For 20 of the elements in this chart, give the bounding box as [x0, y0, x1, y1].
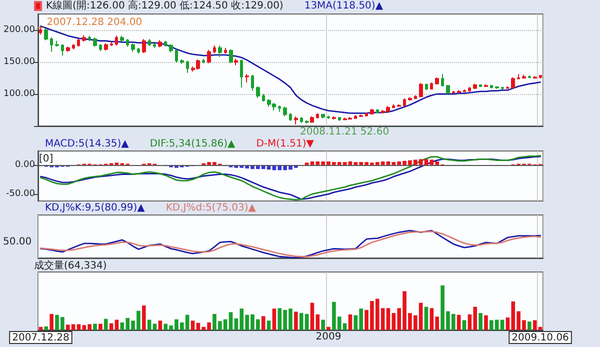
- y-tick-label: 0.00: [14, 160, 36, 170]
- y-tick-label: 200.00: [4, 25, 36, 35]
- x-tick-label: 2009: [316, 332, 342, 342]
- annotation: 2008.11.21 52.60: [300, 126, 390, 138]
- y-tick-label: 100.00: [4, 89, 36, 99]
- chart-title: 成交量(64,334): [34, 260, 107, 272]
- text: MACD:5(14.35)▲: [45, 138, 130, 150]
- ref-line-label: [0]: [39, 153, 54, 164]
- y-tick-label: 150.00: [4, 57, 36, 67]
- annotation: 2007.12.28 204.00: [46, 16, 142, 28]
- x-tick-label: 2007.12.28: [12, 332, 70, 344]
- y-tick-label: -50.00: [6, 189, 36, 200]
- series-label: D-M(1.51)▼: [256, 138, 314, 150]
- x-tick-label: 2009.10.06: [512, 332, 569, 344]
- text: KD,J%d:5(75.03)▲: [166, 202, 256, 214]
- text: 50.00: [3, 236, 32, 248]
- text: DIF:5,34(15.86)▲: [150, 138, 236, 150]
- text: KD,J%K:9,5(80.99)▲: [45, 202, 146, 214]
- legend-label: K線圖(開:126.00 高:129.00 低:124.50 收:129.00): [46, 0, 284, 12]
- text: 13MA(118.50)▲: [304, 0, 384, 12]
